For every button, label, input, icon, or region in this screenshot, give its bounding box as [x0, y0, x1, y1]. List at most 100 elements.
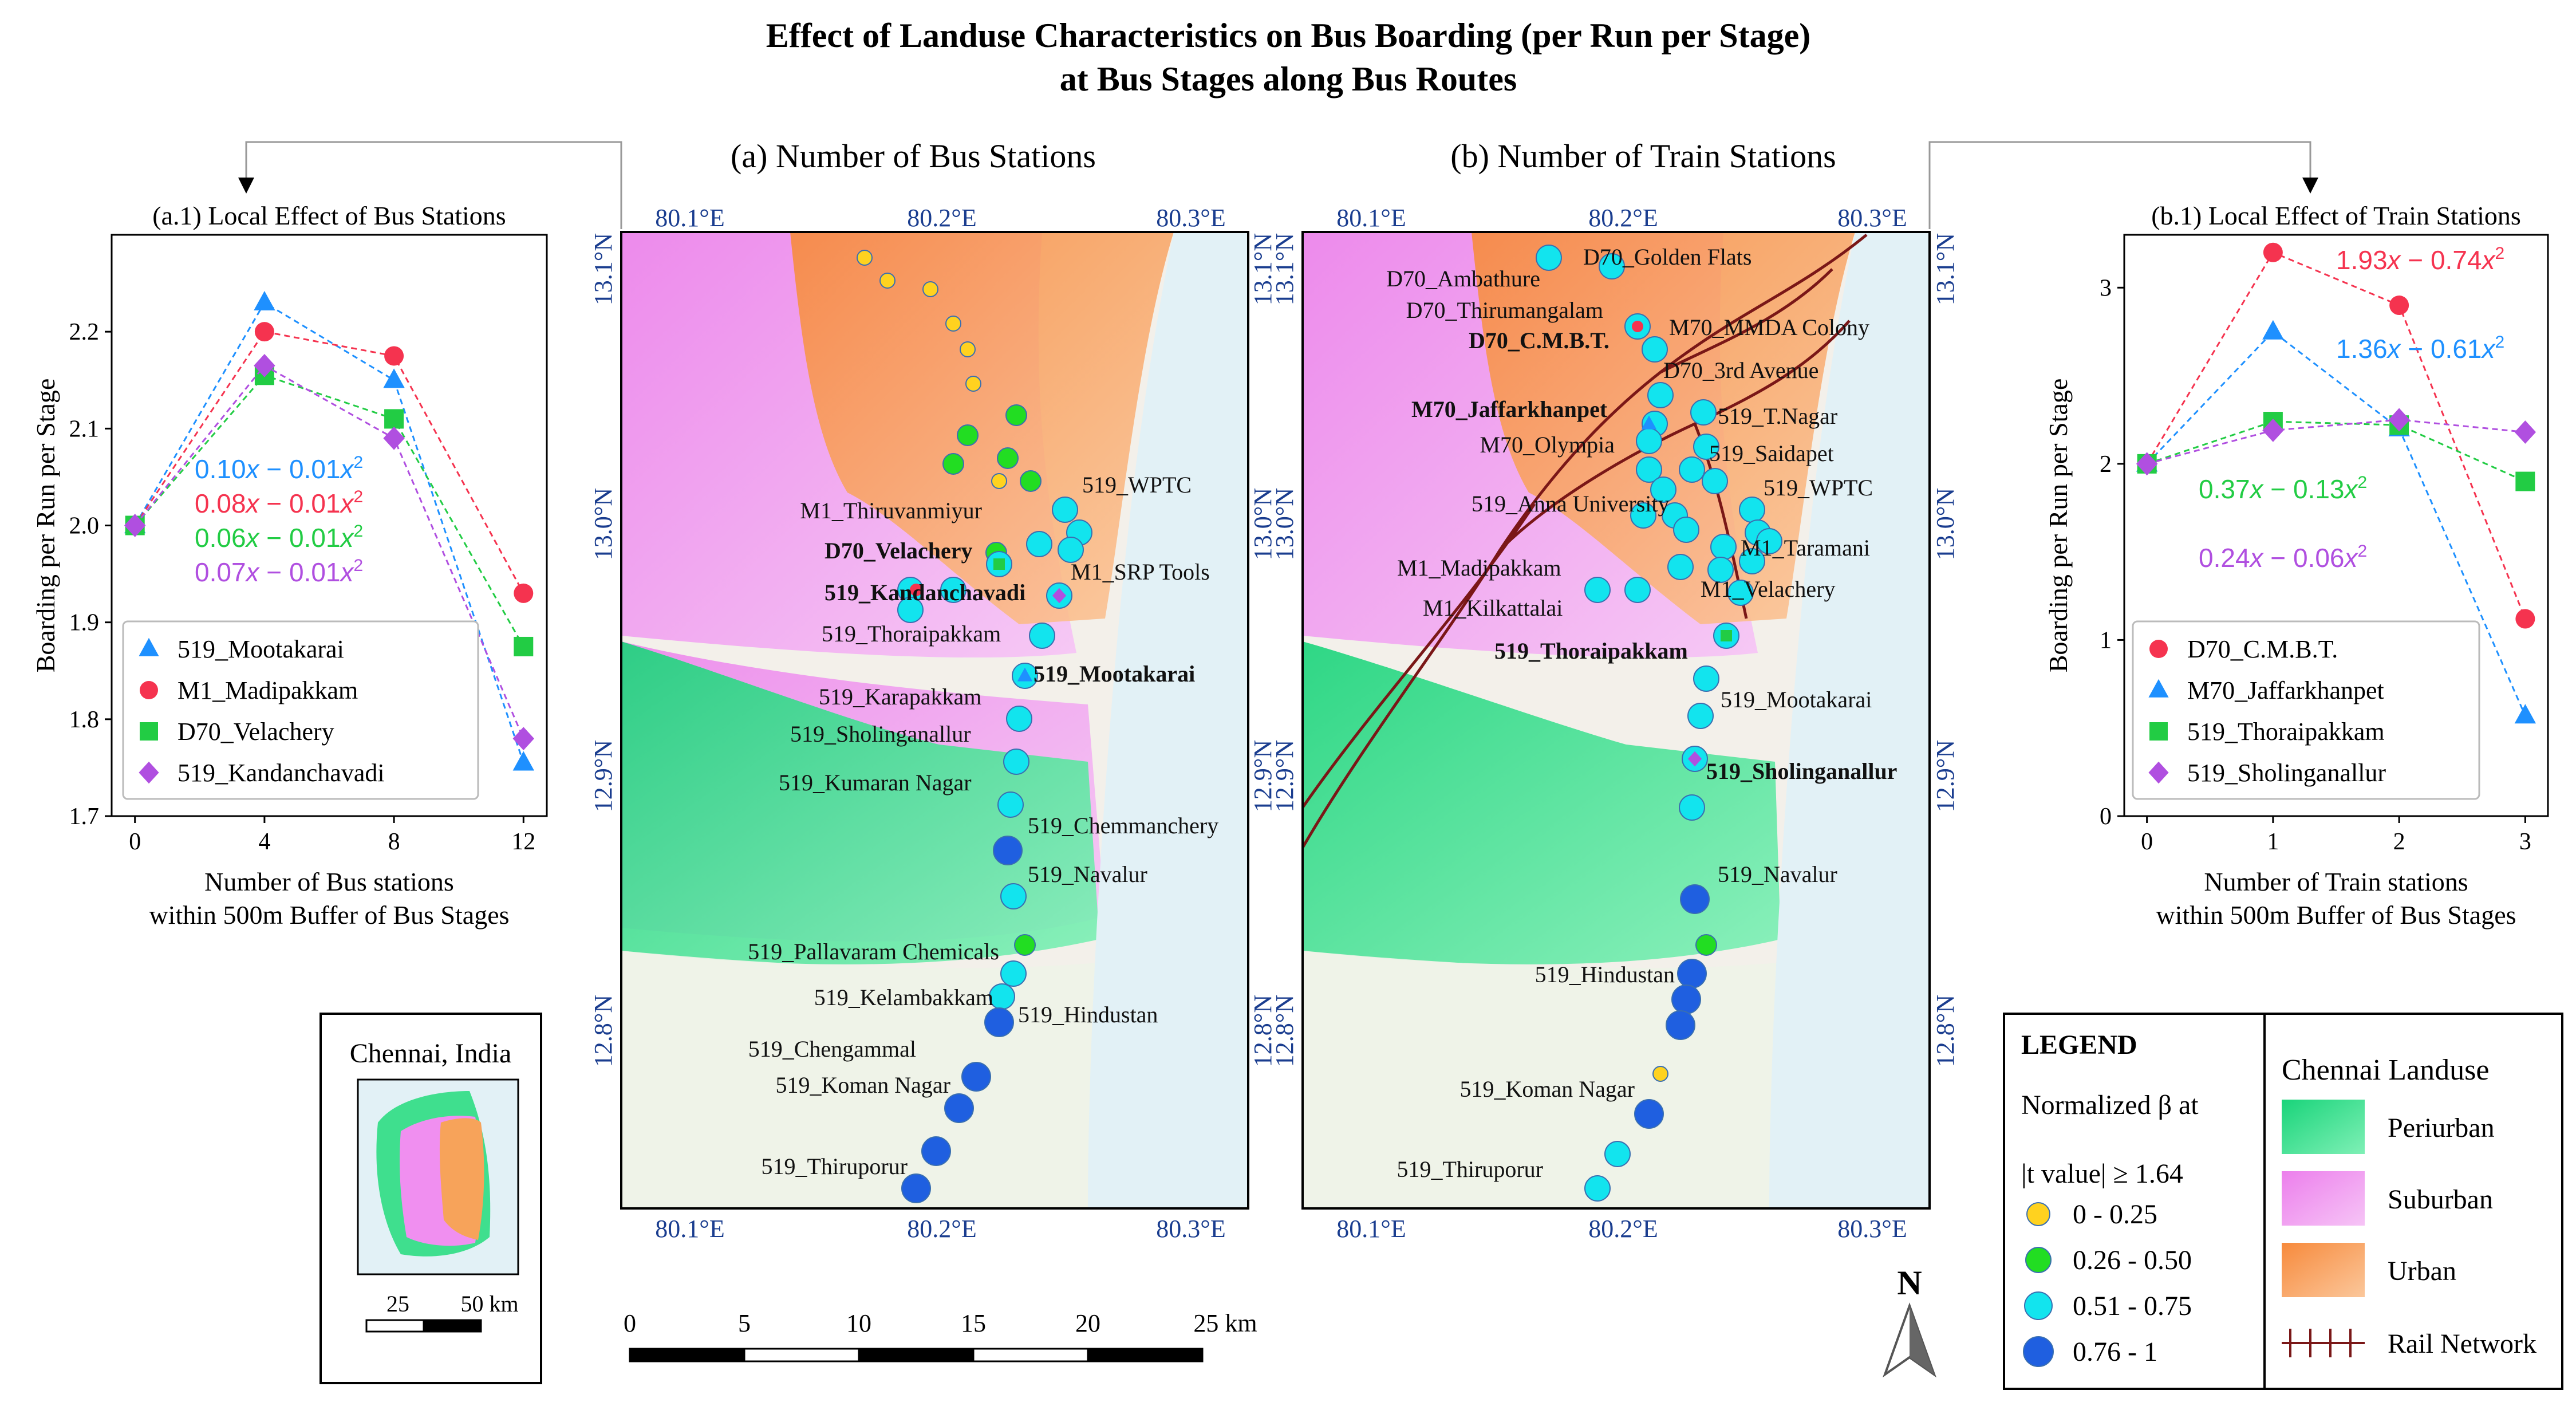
map-a-lon-bottom-3: 80.3°E	[1156, 1215, 1225, 1243]
map-b-stage-label: 519_WPTC	[1764, 475, 1873, 501]
legend-swatch-urban	[2282, 1243, 2365, 1297]
map-b-stage-point	[1642, 336, 1668, 363]
map-a-stage-point	[857, 250, 873, 266]
scale-tick-label: 15	[961, 1309, 986, 1337]
map-b-stage-point	[1673, 517, 1699, 543]
inset-scale-25: 25	[386, 1291, 409, 1317]
legend-swatch-periurban	[2282, 1100, 2365, 1154]
legend-landuse-title: Chennai Landuse	[2282, 1054, 2489, 1086]
chart-a1-xtick-label: 8	[388, 829, 400, 855]
map-a-madipakkam-marker	[910, 584, 922, 596]
map-a-rural	[621, 951, 1105, 1208]
map-a-lat-label: 13.1°N	[1249, 233, 1277, 305]
map-b-stage-point	[1636, 456, 1662, 483]
chart-b1-legend-marker	[2149, 722, 2168, 741]
map-b-lat-label: 12.8°N	[1931, 995, 1959, 1067]
map-b-stage-label: D70_3rd Avenue	[1663, 357, 1818, 383]
chart-a1-ytick-label: 1.8	[69, 707, 100, 733]
map-a-stage-point	[1052, 497, 1078, 523]
chart-a1-xtick-label: 0	[129, 829, 141, 855]
map-b-stage-point	[1599, 253, 1625, 279]
map-a-stage-label: 519_Hindustan	[1018, 1002, 1158, 1027]
scale-bar: 0 5 10 15 20 25 km	[624, 1309, 1257, 1362]
chart-b1-ylabel: Boarding per Run per Stage	[2044, 379, 2073, 673]
map-b-stage-label: D70_Ambathure	[1386, 266, 1540, 292]
chart-a1-series-line-1	[134, 330, 524, 594]
chart-b1-title: (b.1) Local Effect of Train Stations	[2151, 201, 2521, 230]
map-a-lat-label: 13.1°N	[589, 233, 617, 305]
chart-b1-legend-label: M70_Jaffarkhanpet	[2187, 676, 2384, 704]
map-b-stage-point	[1756, 528, 1782, 554]
map-a-lon-top-1: 80.1°E	[655, 204, 724, 232]
map-b-thoraipakkam-marker	[1721, 630, 1732, 641]
map-a-stage-label: 519_WPTC	[1082, 472, 1192, 498]
map-a-title: (a) Number of Bus Stations	[731, 137, 1096, 175]
map-b-lat-label: 12.8°N	[1271, 995, 1299, 1067]
map-a-kandanchavadi-marker	[1052, 588, 1067, 604]
legend-heading: LEGEND	[2021, 1030, 2137, 1060]
chart-b1-equation-1: 1.36x − 0.61x2	[2336, 333, 2504, 364]
map-b-stage-label: 519_Navalur	[1718, 861, 1837, 887]
map-b-stage-point	[1671, 984, 1701, 1014]
chart-b1-legend-box	[2132, 620, 2480, 800]
north-label: N	[1897, 1264, 1922, 1302]
map-b-stage-point	[1707, 557, 1734, 583]
map-b-lon-top-2: 80.2°E	[1588, 204, 1658, 232]
map-b-lon-bottom-2: 80.2°E	[1588, 1215, 1658, 1243]
map-a-stage-point	[1029, 623, 1055, 649]
chart-a1-point	[254, 353, 275, 377]
chart-a1-ytick-label: 1.7	[69, 804, 100, 830]
map-a-lat-label: 13.0°N	[589, 488, 617, 560]
inset-scale-50: 50 km	[460, 1291, 518, 1317]
map-a-stage-point	[940, 577, 967, 603]
map-b-stage-label: M1_Taramani	[1741, 535, 1870, 561]
map-b-lat-label: 13.0°N	[1271, 488, 1299, 560]
chart-a1-legend-marker	[140, 681, 158, 699]
map-a-stage-label: 519_Thoraipakkam	[822, 621, 1001, 647]
map-coordinate-labels: 80.1°E 80.2°E 80.3°E 80.1°E 80.2°E 80.3°…	[655, 204, 1907, 1243]
connector-arrow-left	[238, 141, 622, 229]
map-a-stage-label: 519_Mootakarai	[1033, 661, 1195, 687]
map-a-stage-label: D70_Velachery	[825, 538, 972, 564]
chart-b1-legend-marker	[2149, 640, 2168, 658]
chart-a1-ytick-label: 1.9	[69, 610, 100, 636]
map-b-rural	[1303, 951, 1786, 1208]
map-a-stage-label: 519_Pallavaram Chemicals	[748, 939, 999, 964]
north-arrow: N	[1883, 1264, 1936, 1378]
chart-a1-equation-0: 0.10x − 0.01x2	[195, 453, 363, 484]
map-b-sholinganallur-marker	[1687, 751, 1702, 767]
map-b-stage-label: M70_Olympia	[1480, 432, 1615, 458]
map-a-stage-label: 519_Karapakkam	[819, 684, 981, 710]
map-a-stage-label: M1_Thiruvanmiyur	[800, 498, 982, 523]
map-b-lat-label: 13.0°N	[1931, 488, 1959, 560]
scale-tick-label: 0	[624, 1309, 636, 1337]
map-b-stage-label: M1_Kilkattalai	[1423, 595, 1563, 621]
legend-class-label: 0 - 0.25	[2073, 1199, 2157, 1230]
chart-a1-legend-box	[122, 620, 479, 800]
chart-a1-xlabel-line: within 500m Buffer of Bus Stages	[149, 900, 509, 930]
map-a-stage-label: 519_Chengammal	[748, 1036, 916, 1062]
map-a-stage-label: 519_Kandanchavadi	[825, 580, 1025, 605]
map-b-lat-label: 13.1°N	[1931, 233, 1959, 305]
map-a-stage-label: 519_Navalur	[1028, 861, 1147, 887]
chart-b1-xtick-label: 0	[2141, 829, 2153, 855]
map-a-stage-point	[1014, 934, 1036, 956]
chart-a1-legend-marker	[139, 761, 159, 784]
legend-beta-line2: |t value| ≥ 1.64	[2021, 1159, 2183, 1189]
map-b-stage-point	[1584, 577, 1611, 603]
map-a-stage-label: 519_Thiruporur	[761, 1153, 908, 1179]
chart-a1-equation-3: 0.07x − 0.01x2	[195, 556, 363, 587]
chart-b1-ytick-label: 3	[2100, 275, 2112, 301]
chart-b1-legend-marker	[2148, 679, 2169, 698]
map-a-stage-label: 519_Sholinganallur	[790, 721, 971, 747]
legend-beta-line1: Normalized β at	[2021, 1090, 2199, 1120]
map-b-stage-point	[1536, 245, 1562, 271]
chart-a1-ylabel: Boarding per Run per Stage	[31, 379, 60, 673]
map-a-stage-label: 519_Kelambakkam	[814, 984, 993, 1010]
figure-title-line2: at Bus Stages along Bus Routes	[1060, 60, 1517, 98]
chart-a1-ytick-label: 2.2	[69, 319, 100, 345]
map-a-stage-point	[1000, 883, 1027, 909]
chart-b1-equation-3: 0.24x − 0.06x2	[2199, 542, 2367, 573]
map-b-stage-point	[1680, 884, 1710, 914]
